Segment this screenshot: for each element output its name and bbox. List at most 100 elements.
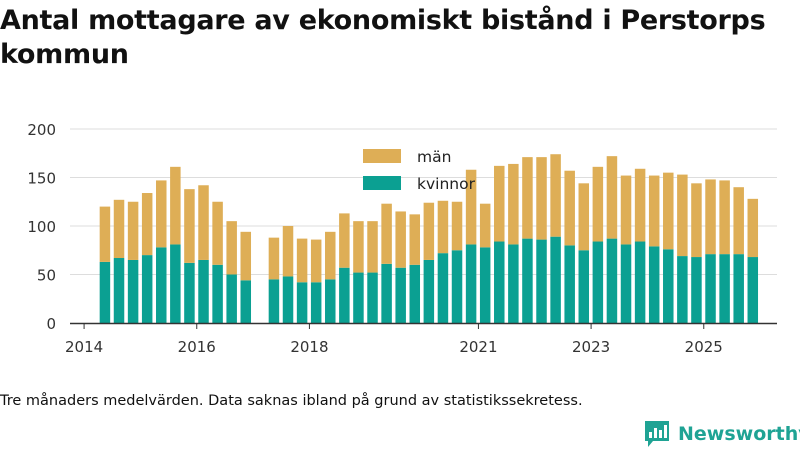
bar-man xyxy=(578,183,590,251)
bar-kvinnor xyxy=(437,253,449,323)
bar-kvinnor xyxy=(691,257,702,323)
bar-kvinnor xyxy=(451,250,463,323)
bar-man xyxy=(141,193,153,256)
bar-man xyxy=(339,213,350,268)
bar-kvinnor xyxy=(184,262,195,323)
bar-man xyxy=(99,206,111,262)
x-tick-label: 2025 xyxy=(685,338,723,356)
bar-man xyxy=(479,203,491,248)
bar-kvinnor xyxy=(733,254,744,323)
bar-man xyxy=(367,221,378,273)
bar-kvinnor xyxy=(663,249,674,323)
bar-man xyxy=(127,201,139,260)
bar-man xyxy=(353,221,364,273)
bar-kvinnor xyxy=(677,256,688,323)
legend-swatch-man xyxy=(363,149,401,163)
bar-man xyxy=(268,237,280,280)
bar-man xyxy=(705,179,716,255)
bar-man xyxy=(494,165,505,242)
bar-kvinnor xyxy=(325,279,336,323)
bar-kvinnor xyxy=(592,241,604,323)
legend-label: män xyxy=(417,148,451,166)
chart-title: Antal mottagare av ekonomiskt bistånd i … xyxy=(0,5,766,70)
bar-man xyxy=(325,231,336,280)
newsworthy-logo-icon xyxy=(645,421,669,447)
bar-man xyxy=(747,198,759,258)
bar-kvinnor xyxy=(240,280,252,323)
bar-man xyxy=(451,201,463,251)
bar-kvinnor xyxy=(99,261,111,323)
legend: män kvinnor xyxy=(363,148,476,193)
brand-name: Newsworthy xyxy=(678,423,800,445)
bar-man xyxy=(240,231,252,281)
bar-kvinnor xyxy=(719,254,730,323)
chart-area: 0 50 100 150 200 2014 2016 2018 2021 2023 2025 mä… xyxy=(27,121,777,356)
bar-man xyxy=(296,238,308,283)
bar-kvinnor xyxy=(156,247,167,323)
bar-man xyxy=(508,163,519,245)
bar-kvinnor xyxy=(226,274,237,323)
brand-logo: Newsworthy xyxy=(644,420,800,448)
bar-man xyxy=(395,211,406,268)
bar-kvinnor xyxy=(705,254,716,323)
bar-man xyxy=(733,187,744,255)
bar-man xyxy=(423,202,435,260)
bar-kvinnor xyxy=(747,257,759,323)
legend-swatch-kvinnor xyxy=(363,176,401,190)
bar-kvinnor xyxy=(282,276,294,323)
x-tick-label: 2018 xyxy=(290,338,328,356)
bar-kvinnor xyxy=(170,244,181,323)
bar-man xyxy=(536,157,547,240)
bar-kvinnor xyxy=(127,259,139,323)
bar-kvinnor xyxy=(564,245,575,323)
bar-kvinnor xyxy=(522,238,533,323)
bar-man xyxy=(663,172,674,250)
bar-man xyxy=(437,200,449,254)
bar-kvinnor xyxy=(395,267,406,323)
bar-man xyxy=(719,180,730,255)
x-tick-label: 2014 xyxy=(65,338,103,356)
x-tick-label: 2023 xyxy=(572,338,610,356)
bar-kvinnor xyxy=(296,282,308,323)
bar-kvinnor xyxy=(381,263,392,323)
bar-man xyxy=(592,166,604,242)
bar-man xyxy=(677,174,688,257)
bar-kvinnor xyxy=(113,258,125,323)
x-tick-label: 2021 xyxy=(459,338,497,356)
y-tick-label: 200 xyxy=(27,121,56,139)
bar-kvinnor xyxy=(648,246,660,323)
bar-kvinnor xyxy=(479,247,491,323)
bar-man xyxy=(606,156,618,239)
bar-series xyxy=(99,154,759,323)
bar-man xyxy=(212,201,223,265)
footnote: Tre månaders medelvärden. Data saknas ib… xyxy=(0,393,583,409)
bar-kvinnor xyxy=(423,259,435,323)
bar-kvinnor xyxy=(606,238,618,323)
bar-man xyxy=(282,226,294,277)
bar-man xyxy=(691,183,702,258)
bar-man xyxy=(198,185,209,260)
y-tick-label: 150 xyxy=(27,170,56,188)
bar-man xyxy=(465,169,477,245)
bar-man xyxy=(113,199,125,259)
bar-kvinnor xyxy=(339,267,350,323)
y-tick-label: 0 xyxy=(46,315,56,333)
bar-kvinnor xyxy=(268,279,280,323)
bar-kvinnor xyxy=(620,244,632,323)
bar-man xyxy=(156,180,167,248)
bar-man xyxy=(310,239,322,283)
x-tick-label: 2016 xyxy=(178,338,216,356)
bar-man xyxy=(184,189,195,263)
bar-kvinnor xyxy=(494,241,505,323)
bar-kvinnor xyxy=(141,255,153,323)
bar-kvinnor xyxy=(367,272,378,323)
bar-man xyxy=(170,166,181,245)
bar-man xyxy=(226,221,237,275)
bar-kvinnor xyxy=(465,244,477,323)
bar-kvinnor xyxy=(212,264,223,323)
bar-kvinnor xyxy=(634,241,646,323)
bar-kvinnor xyxy=(536,239,547,323)
y-tick-label: 100 xyxy=(27,218,56,236)
bar-kvinnor xyxy=(550,236,561,323)
bar-kvinnor xyxy=(198,259,209,323)
